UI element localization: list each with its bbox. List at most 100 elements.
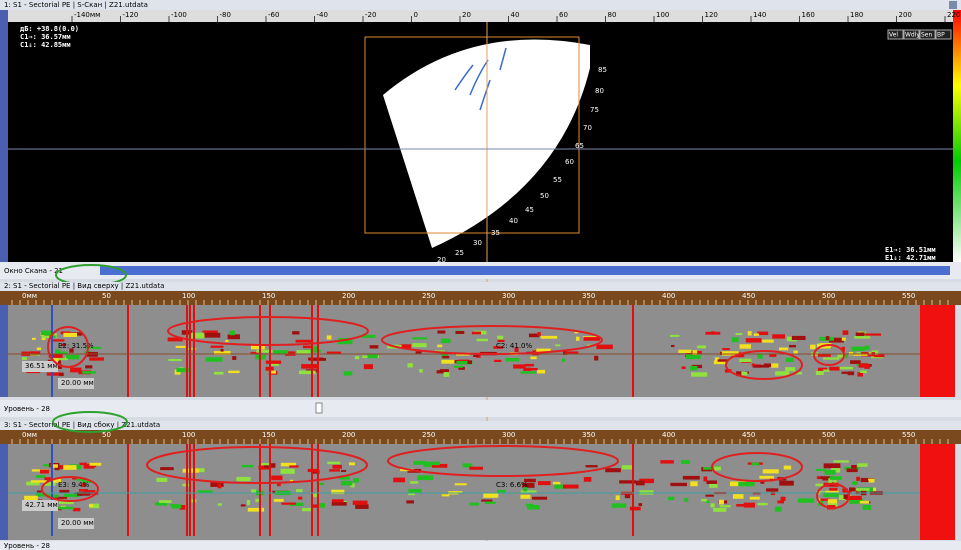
echo <box>46 372 61 376</box>
echo <box>63 332 78 337</box>
echo <box>525 503 534 507</box>
width-label: 20.00 мм <box>61 519 94 527</box>
ruler-label: 80 <box>608 11 617 19</box>
ruler <box>0 430 961 444</box>
echo <box>292 331 300 335</box>
close-button[interactable] <box>949 1 957 9</box>
echo <box>63 465 77 470</box>
echo <box>210 345 224 348</box>
echo <box>774 506 782 512</box>
echo <box>751 363 755 366</box>
annotation <box>52 411 128 433</box>
view-button[interactable] <box>887 29 904 40</box>
ruler-label: 250 <box>422 431 435 439</box>
echo <box>187 347 197 350</box>
echo <box>860 477 875 483</box>
echo <box>751 462 760 466</box>
echo <box>691 372 708 377</box>
echo <box>424 461 440 466</box>
echo <box>471 331 481 335</box>
echo <box>536 348 551 353</box>
position-label: 36.51 мм <box>25 362 58 370</box>
gate-label: C2: 41.0% <box>496 342 533 350</box>
echo <box>89 462 102 466</box>
echo <box>413 460 426 465</box>
echo <box>729 481 747 487</box>
echo <box>58 500 74 505</box>
echo <box>229 330 235 336</box>
echo <box>423 464 435 467</box>
echo <box>326 351 342 354</box>
echo <box>789 344 796 348</box>
echo <box>686 354 701 360</box>
echo <box>847 371 855 376</box>
echo <box>77 465 82 470</box>
echo <box>21 357 27 360</box>
echo <box>79 462 88 466</box>
echo <box>89 357 104 361</box>
gate-label: C3: 6.6% <box>496 481 528 489</box>
echo <box>858 363 869 368</box>
echo <box>301 507 313 512</box>
echo <box>718 499 724 505</box>
echo <box>749 496 760 500</box>
slider[interactable] <box>315 402 323 414</box>
echo <box>717 359 728 362</box>
echo <box>312 504 318 508</box>
ruler-label: 150 <box>262 292 275 300</box>
echo <box>562 484 579 489</box>
echo <box>437 344 443 348</box>
echo <box>441 359 455 364</box>
echo <box>76 478 87 481</box>
echo <box>816 476 821 479</box>
echo <box>837 354 845 358</box>
echo <box>296 350 311 355</box>
echo <box>523 367 532 371</box>
echo <box>810 344 816 350</box>
width-label: 20.00 мм <box>61 379 94 387</box>
scan-window-label: Окно Скана - 21 <box>4 267 63 275</box>
echo <box>706 480 717 485</box>
echo <box>530 356 537 360</box>
echo <box>832 480 837 485</box>
echo <box>819 498 830 501</box>
view-button[interactable] <box>919 29 936 40</box>
angle-label: 85 <box>598 66 607 74</box>
label-box <box>58 518 94 529</box>
echo <box>337 339 353 345</box>
echo <box>271 475 283 481</box>
echo <box>174 369 181 375</box>
echo <box>714 357 720 361</box>
echo <box>815 371 824 375</box>
echo <box>829 366 840 371</box>
ruler-label: 50 <box>102 431 111 439</box>
echo <box>302 345 313 349</box>
echo <box>736 504 748 507</box>
echo <box>47 494 59 498</box>
echo <box>731 337 739 343</box>
echo <box>859 500 870 504</box>
echo <box>639 478 655 484</box>
echo <box>736 371 742 377</box>
echo <box>326 335 332 340</box>
echo <box>791 335 806 341</box>
echo <box>256 349 273 353</box>
view-button[interactable] <box>903 29 920 40</box>
slider[interactable] <box>100 266 950 275</box>
view-button[interactable] <box>935 29 952 40</box>
echo <box>407 363 413 368</box>
echo <box>537 369 546 374</box>
echo <box>857 463 868 467</box>
echo <box>752 364 770 368</box>
echo <box>769 354 777 357</box>
echo <box>635 480 645 486</box>
echo <box>198 490 213 494</box>
echo <box>188 334 205 339</box>
echo <box>58 506 75 510</box>
echo <box>596 344 613 350</box>
annotation <box>725 350 803 380</box>
label-box <box>58 378 94 389</box>
echo <box>841 346 845 352</box>
echo <box>340 469 347 472</box>
echo <box>855 488 870 491</box>
